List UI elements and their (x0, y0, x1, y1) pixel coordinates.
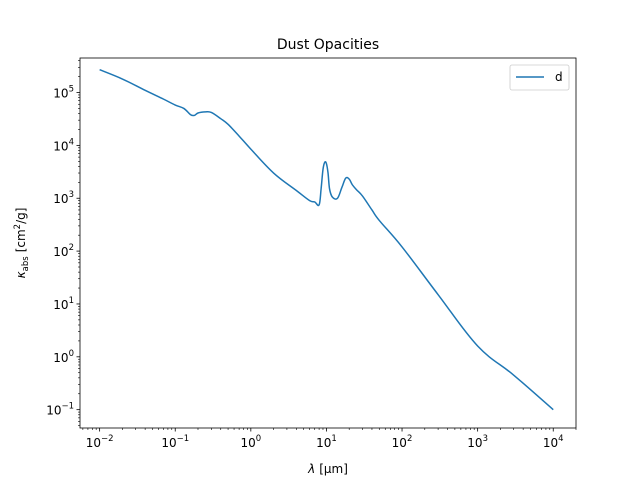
x-axis-label: λ [μm] (307, 462, 348, 476)
y-tick-label: 10−1 (46, 402, 74, 418)
legend-label: d (555, 70, 563, 84)
x-axis: 10−2 10−1 100 101 102 103 104 (82, 428, 577, 450)
y-axis-label: κabs [cm2/g] (13, 208, 31, 279)
x-tick-label: 100 (240, 434, 261, 450)
chart-title: Dust Opacities (277, 37, 379, 53)
y-axis-unit-superscript: 2 (13, 224, 23, 229)
x-tick-label: 101 (316, 434, 337, 450)
y-axis-unit-end: /g] (14, 208, 28, 224)
y-axis-unit-start: [cm (14, 229, 28, 252)
y-axis-symbol: κ (14, 270, 28, 278)
x-tick-label: 103 (467, 434, 488, 450)
x-axis-symbol: λ (307, 462, 315, 476)
x-tick-label: 10−2 (86, 434, 114, 450)
x-axis-unit: [μm] (319, 462, 348, 476)
series-layer (99, 69, 554, 411)
y-axis: 10−1 100 101 102 103 104 105 (46, 60, 80, 426)
x-tick-label: 102 (392, 434, 413, 450)
y-tick-label: 105 (53, 85, 74, 101)
y-tick-label: 104 (53, 137, 74, 153)
x-tick-label: 104 (543, 434, 564, 450)
legend: d (509, 64, 570, 91)
y-tick-label: 101 (53, 296, 74, 312)
y-axis-subscript: abs (21, 256, 31, 272)
y-tick-label: 100 (53, 349, 74, 365)
x-tick-label: 10−1 (161, 434, 189, 450)
plot-frame (79, 57, 577, 429)
y-tick-label: 103 (53, 190, 74, 206)
series-line-d (99, 69, 554, 411)
y-tick-label: 102 (53, 243, 74, 259)
